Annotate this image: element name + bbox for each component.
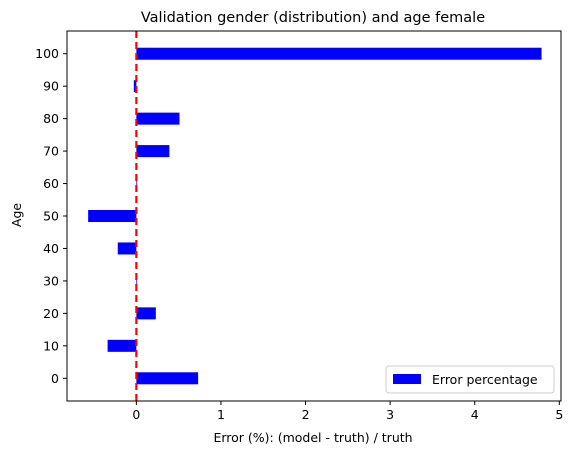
legend-swatch bbox=[393, 374, 421, 384]
legend-frame bbox=[385, 365, 555, 394]
y-tick-label: 20 bbox=[43, 306, 59, 321]
y-tick-label: 90 bbox=[43, 79, 59, 94]
bar-20 bbox=[136, 307, 156, 320]
y-tick-label: 70 bbox=[43, 144, 59, 159]
x-tick-label: 0 bbox=[132, 407, 140, 422]
bar-70 bbox=[136, 145, 170, 158]
x-axis-label: Error (%): (model - truth) / truth bbox=[213, 430, 412, 445]
bar-10 bbox=[107, 339, 137, 352]
x-tick-label: 4 bbox=[471, 407, 479, 422]
axes-frame bbox=[66, 30, 562, 402]
bar-30 bbox=[136, 274, 138, 287]
x-tick-label: 2 bbox=[302, 407, 310, 422]
y-tick-label: 30 bbox=[43, 273, 59, 288]
legend: Error percentage bbox=[385, 365, 555, 394]
x-tick-label: 1 bbox=[217, 407, 225, 422]
bar-90 bbox=[133, 80, 137, 93]
bar-40 bbox=[117, 242, 137, 255]
y-tick-label: 10 bbox=[43, 338, 59, 353]
legend-label: Error percentage bbox=[432, 372, 538, 387]
x-tick-label: 5 bbox=[555, 407, 563, 422]
y-tick-label: 80 bbox=[43, 111, 59, 126]
chart-title: Validation gender (distribution) and age… bbox=[141, 10, 485, 26]
y-axis-label: Age bbox=[9, 203, 24, 227]
y-tick-label: 100 bbox=[35, 46, 59, 61]
bar-0 bbox=[136, 372, 199, 385]
bar-60 bbox=[136, 177, 138, 190]
bar-80 bbox=[136, 112, 180, 125]
x-tick-label: 3 bbox=[386, 407, 394, 422]
y-tick-label: 60 bbox=[43, 176, 59, 191]
y-tick-label: 40 bbox=[43, 241, 59, 256]
y-tick-label: 50 bbox=[43, 209, 59, 224]
bar-100 bbox=[136, 47, 542, 60]
bar-50 bbox=[88, 210, 137, 222]
y-tick-label: 0 bbox=[51, 371, 59, 386]
